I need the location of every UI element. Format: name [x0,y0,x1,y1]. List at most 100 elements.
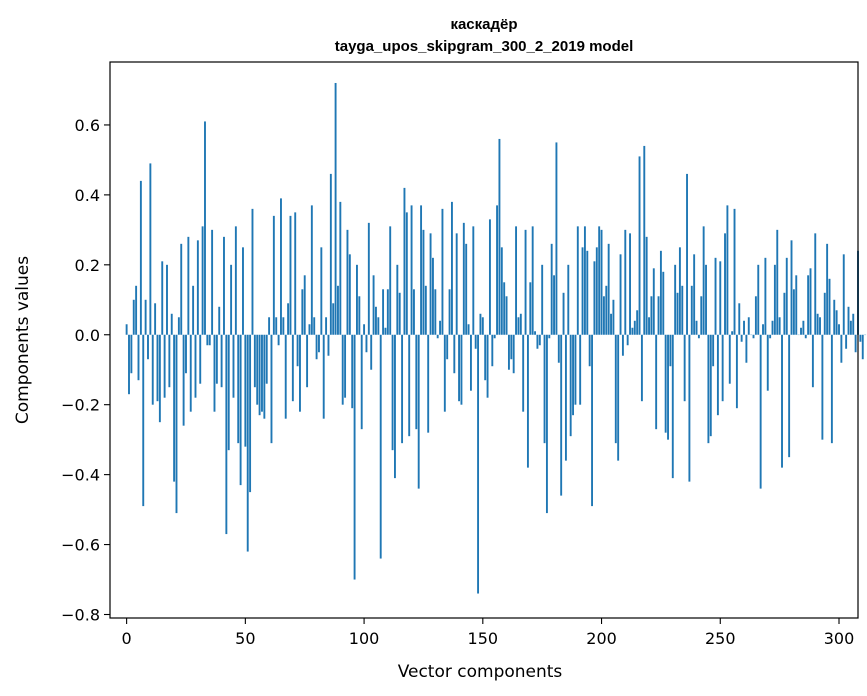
bar-233 [678,247,681,335]
y-axis-label: Components values [13,256,33,424]
bar-84 [325,317,328,335]
bar-125 [422,229,425,335]
bar-282 [795,275,798,335]
bar-222 [652,268,655,335]
bar-299 [835,310,838,335]
bar-41 [223,236,225,335]
bar-211 [626,334,629,346]
bar-10 [149,163,152,335]
bar-149 [479,313,482,335]
bar-47 [237,334,240,444]
bar-260 [743,320,745,335]
bar-226 [662,271,665,335]
bar-5 [137,334,140,381]
bar-32 [201,226,204,335]
bar-52 [249,334,252,493]
bar-101 [365,334,368,353]
bar-14 [158,334,161,423]
bar-293 [821,334,824,440]
bar-171 [531,226,534,335]
bar-120 [410,205,413,335]
bar-98 [358,296,361,335]
bar-301 [840,334,843,363]
bars-group [125,82,867,594]
chart-subtitle: tayga_upos_skipgram_300_2_2019 model [335,38,634,55]
bar-209 [621,334,624,356]
bar-92 [344,334,347,398]
x-tick-label: 300 [824,629,855,648]
bar-114 [396,264,399,335]
x-tick-label: 0 [122,629,132,648]
bar-284 [800,327,802,335]
bar-28 [192,285,195,335]
bar-119 [408,334,411,437]
bar-27 [189,334,192,412]
bar-307 [854,334,857,353]
bar-97 [356,264,358,335]
bar-267 [759,334,762,489]
bar-74 [301,289,304,335]
bar-130 [434,289,437,335]
bar-175 [541,264,544,335]
bar-228 [667,334,669,440]
bar-134 [443,334,446,412]
bar-309 [859,334,862,342]
bar-61 [270,334,273,444]
bar-259 [740,334,743,342]
bar-108 [382,289,385,335]
bar-289 [811,334,814,388]
bar-122 [415,334,418,430]
bar-256 [733,208,736,335]
bar-286 [804,334,807,339]
bar-106 [377,317,380,335]
bar-145 [469,334,472,391]
bar-124 [420,205,423,335]
y-tick-label: −0.8 [61,606,100,625]
bar-144 [467,324,470,335]
bar-60 [268,317,271,335]
bar-187 [569,334,572,437]
bar-195 [588,334,591,367]
bar-207 [617,334,620,461]
bar-163 [512,334,515,374]
bar-225 [659,250,662,335]
bar-71 [294,212,297,335]
bar-266 [757,264,760,335]
bar-31 [199,334,202,384]
bar-91 [341,334,344,405]
bar-291 [816,313,819,335]
bar-6 [139,180,142,335]
bar-69 [289,215,292,335]
bar-227 [664,334,667,433]
bar-131 [436,334,439,339]
bar-197 [593,261,596,335]
bar-156 [496,205,499,335]
bar-223 [655,334,658,430]
bar-190 [576,226,579,335]
bar-184 [562,292,565,335]
bar-72 [296,334,299,367]
bar-210 [624,229,627,335]
bar-86 [329,173,332,335]
bar-115 [398,292,401,335]
bar-40 [220,334,223,388]
bar-12 [154,303,157,335]
bar-272 [771,320,774,335]
y-tick-label: −0.4 [61,466,100,485]
bar-36 [211,229,214,335]
bar-129 [431,257,434,335]
bar-290 [814,233,817,335]
bar-204 [610,313,612,335]
y-tick-label: 0.4 [75,186,100,205]
bar-252 [724,233,726,335]
bar-245 [707,334,710,444]
bar-246 [709,334,712,437]
bar-191 [579,334,582,405]
bar-178 [548,334,551,339]
bar-133 [441,208,444,335]
bar-46 [234,226,237,335]
bar-310 [861,334,864,360]
bar-49 [242,247,244,335]
bar-53 [251,208,254,335]
bar-268 [762,324,764,335]
